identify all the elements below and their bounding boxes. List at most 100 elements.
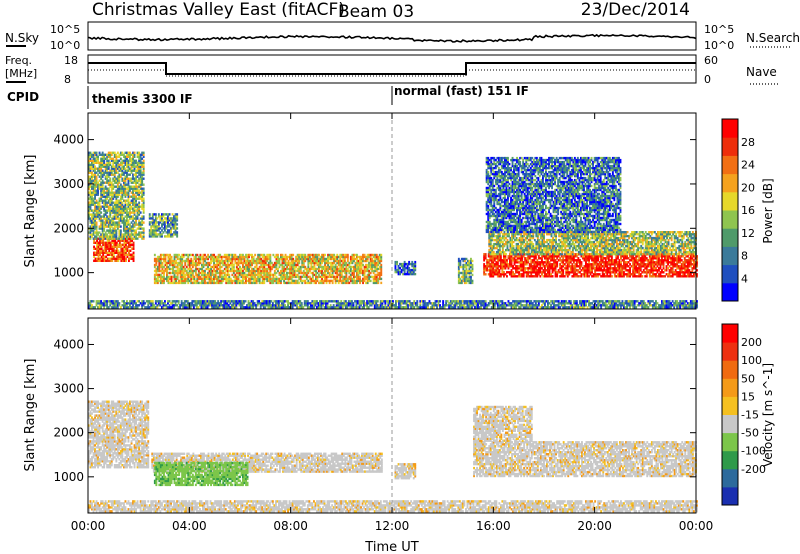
power-cell [349, 269, 352, 273]
power-cell [100, 167, 103, 170]
power-cell [305, 255, 308, 259]
power-cell [181, 271, 184, 275]
power-cell [89, 207, 92, 210]
power-cell [228, 263, 231, 267]
power-cell [272, 265, 275, 269]
power-cell [98, 163, 101, 166]
power-cell [136, 215, 139, 218]
power-cell [93, 241, 95, 244]
power-cell [142, 159, 145, 162]
power-cell [278, 281, 281, 285]
power-cell [98, 231, 101, 234]
power-cell [315, 255, 317, 259]
power-cell [251, 253, 253, 257]
power-cell [339, 263, 342, 267]
power-cell [118, 203, 121, 206]
power-cell [199, 275, 202, 279]
power-cell [103, 191, 106, 194]
power-cell [166, 265, 168, 269]
power-cell [280, 257, 282, 261]
power-cell [118, 173, 121, 176]
power-cell [127, 165, 130, 168]
power-cell [313, 273, 316, 277]
power-cell [111, 259, 114, 262]
power-cell [94, 195, 96, 198]
power-cell [121, 207, 124, 210]
power-cell [245, 279, 247, 283]
power-cell [95, 191, 98, 194]
power-cell [289, 263, 291, 267]
power-cell [343, 277, 346, 281]
power-cell [172, 269, 174, 273]
power-cell [328, 273, 331, 277]
power-cell [261, 267, 264, 271]
power-cell [334, 257, 337, 261]
power-cell [292, 279, 295, 283]
power-cell [117, 253, 120, 256]
power-cell [88, 163, 90, 166]
power-cell [245, 273, 247, 277]
power-cell [333, 261, 336, 265]
power-cell [138, 151, 141, 154]
power-cell [121, 215, 124, 218]
power-cell [211, 281, 214, 285]
power-cell [369, 275, 372, 279]
power-cell [91, 187, 93, 190]
power-cell [225, 253, 228, 257]
power-cell [118, 153, 121, 156]
power-cell [115, 205, 118, 208]
power-cell [359, 255, 361, 259]
power-cell [251, 261, 253, 265]
power-cell [119, 169, 122, 172]
power-cell [117, 255, 120, 258]
power-cell [136, 217, 139, 220]
power-cell [105, 247, 108, 250]
power-cell [316, 271, 319, 275]
power-cell [175, 255, 177, 259]
power-cell [161, 281, 164, 285]
power-cell [371, 263, 374, 267]
power-cell [281, 271, 284, 275]
power-cell [318, 269, 320, 273]
power-cell [213, 265, 215, 269]
power-cell [164, 277, 167, 281]
power-cell [133, 165, 136, 168]
power-cell [104, 221, 107, 224]
power-cell [284, 281, 287, 285]
power-cell [110, 221, 113, 224]
power-cell [349, 277, 352, 281]
power-cell [380, 269, 383, 273]
power-cell [148, 233, 151, 236]
power-cell [281, 265, 284, 269]
power-cell [119, 157, 122, 160]
power-cell [243, 273, 246, 277]
power-cell [342, 275, 345, 279]
power-cell [245, 265, 247, 269]
power-cell [239, 271, 241, 275]
power-cell [129, 257, 132, 260]
power-cell [126, 213, 128, 216]
power-cell [129, 179, 131, 182]
power-cell [106, 259, 109, 262]
power-cell [254, 279, 257, 283]
power-cell [359, 281, 361, 285]
power-cell [184, 277, 187, 281]
power-cell [169, 255, 171, 259]
power-cell [167, 279, 170, 283]
power-cell [126, 199, 128, 202]
power-cell [258, 271, 261, 275]
power-cell [190, 269, 193, 273]
power-cell [363, 259, 366, 263]
power-cell [378, 255, 381, 259]
power-cell [133, 197, 136, 200]
power-cell [368, 273, 371, 277]
power-cell [136, 187, 139, 190]
power-cell [307, 261, 310, 265]
power-cell [249, 281, 252, 285]
power-cell [214, 263, 217, 267]
power-cell [328, 255, 331, 259]
power-cell [110, 201, 113, 204]
power-cell [110, 165, 113, 168]
power-cell [281, 255, 284, 259]
power-cell [154, 215, 157, 218]
